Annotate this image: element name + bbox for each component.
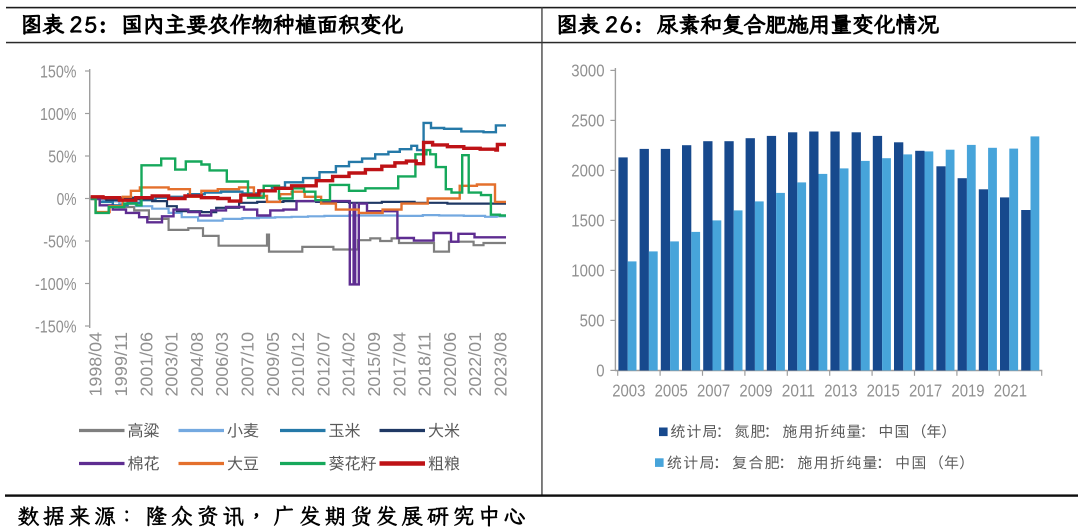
svg-text:2019: 2019 <box>951 380 984 400</box>
svg-text:2013: 2013 <box>824 380 857 400</box>
svg-text:-100%: -100% <box>35 274 77 294</box>
svg-text:2010/12: 2010/12 <box>288 332 308 397</box>
svg-text:2018/11: 2018/11 <box>415 332 435 397</box>
svg-text:50%: 50% <box>48 146 76 166</box>
svg-text:2012/07: 2012/07 <box>313 332 333 397</box>
svg-text:2500: 2500 <box>571 111 604 131</box>
svg-text:2009: 2009 <box>739 380 772 400</box>
svg-text:2014/02: 2014/02 <box>339 332 359 397</box>
svg-text:2017/04: 2017/04 <box>389 332 409 397</box>
svg-text:2007/10: 2007/10 <box>238 332 258 397</box>
svg-text:2007: 2007 <box>697 380 730 400</box>
svg-text:2005: 2005 <box>655 380 688 400</box>
svg-text:2020/06: 2020/06 <box>440 332 460 397</box>
svg-text:-50%: -50% <box>43 231 76 251</box>
svg-text:2003: 2003 <box>612 380 645 400</box>
svg-text:2006/03: 2006/03 <box>212 332 232 397</box>
svg-text:2000: 2000 <box>571 161 604 181</box>
svg-text:3000: 3000 <box>571 61 604 81</box>
svg-text:2001/06: 2001/06 <box>136 332 156 397</box>
svg-text:2003/01: 2003/01 <box>162 332 182 397</box>
svg-text:1999/11: 1999/11 <box>111 332 131 397</box>
svg-text:0: 0 <box>596 361 605 381</box>
svg-text:-150%: -150% <box>35 316 77 336</box>
svg-text:2017: 2017 <box>909 380 942 400</box>
svg-text:2015: 2015 <box>867 380 900 400</box>
svg-text:150%: 150% <box>40 61 77 81</box>
svg-text:500: 500 <box>580 311 605 331</box>
svg-text:2021: 2021 <box>994 380 1027 400</box>
svg-text:0%: 0% <box>57 189 77 209</box>
svg-text:100%: 100% <box>40 104 77 124</box>
svg-text:2009/05: 2009/05 <box>263 332 283 397</box>
svg-text:2023/08: 2023/08 <box>491 332 511 397</box>
svg-text:2015/09: 2015/09 <box>364 332 384 397</box>
svg-text:2011: 2011 <box>782 380 815 400</box>
svg-text:2022/01: 2022/01 <box>465 332 485 397</box>
svg-text:1000: 1000 <box>571 261 604 281</box>
svg-text:1998/04: 1998/04 <box>86 332 106 397</box>
svg-text:1500: 1500 <box>571 211 604 231</box>
svg-text:2004/08: 2004/08 <box>187 332 207 397</box>
